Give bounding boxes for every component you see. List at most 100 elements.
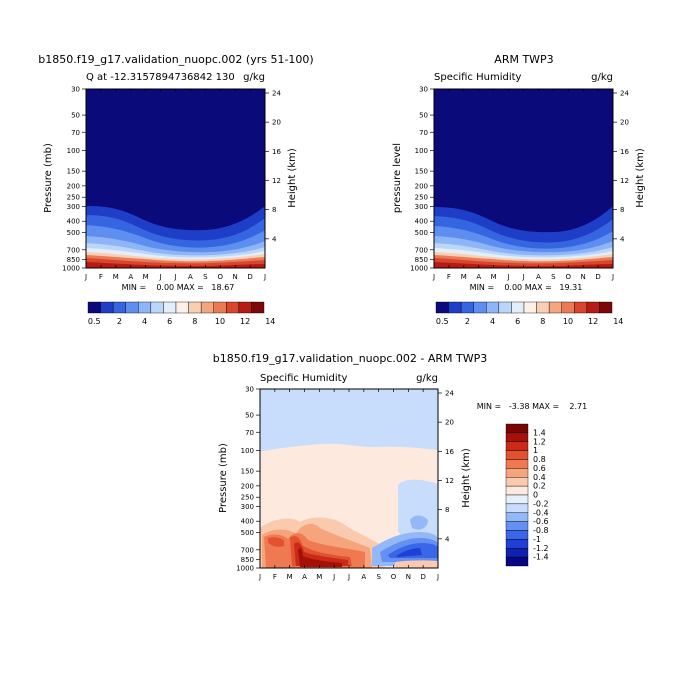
colorbar-swatch: [505, 485, 529, 496]
colorbar-swatch: [213, 301, 227, 314]
colorbar-swatch: [548, 301, 562, 314]
colorbar-swatch: [226, 301, 240, 314]
panel-diff-ylabel-right: Height (km): [461, 448, 472, 508]
colorbar-swatch: [505, 556, 529, 567]
x-tick-label: S: [551, 273, 556, 281]
x-tick-label: S: [376, 573, 381, 581]
colorbar-swatch: [505, 450, 529, 460]
y-tick-label: 50: [71, 112, 80, 120]
y-tick-label: 400: [67, 218, 80, 226]
panel-model-subtitle: Q at -12.3157894736842 130: [86, 72, 235, 83]
colorbar-swatch: [586, 301, 600, 314]
colorbar-label: -1.4: [533, 553, 549, 562]
y-tick-label: 250: [415, 194, 428, 202]
region-high-negative: [398, 479, 438, 546]
x-tick-label: A: [302, 573, 307, 581]
y-tick-label: 1000: [62, 265, 80, 273]
y-tick-label: 70: [419, 129, 428, 137]
colorbar-swatch: [435, 301, 449, 314]
y-tick-label: 850: [67, 256, 80, 264]
panel-obs-subtitle: Specific Humidity: [434, 72, 522, 83]
colorbar-label: 0.6: [533, 464, 546, 473]
colorbar-swatch: [125, 301, 139, 314]
colorbar-label: 0.2: [533, 482, 546, 491]
colorbar-swatch: [238, 301, 252, 314]
y-tick-label: 300: [241, 503, 254, 511]
colorbar-label: 0: [533, 491, 538, 500]
colorbar-label: 12: [240, 317, 250, 326]
panel-model-title: b1850.f19_g17.validation_nuopc.002 (yrs …: [38, 53, 313, 66]
x-tick-label: A: [188, 273, 193, 281]
colorbar-swatch: [505, 423, 529, 434]
colorbar-swatch: [505, 432, 529, 442]
colorbar-swatch: [100, 301, 114, 314]
x-tick-label: N: [406, 573, 411, 581]
colorbar-label: 8: [192, 317, 197, 326]
x-tick-label: N: [233, 273, 238, 281]
y-right-tick-label: 20: [445, 419, 454, 427]
panel-obs-title: ARM TWP3: [494, 53, 553, 66]
colorbar-label: 2: [117, 317, 122, 326]
x-tick-label: F: [99, 273, 103, 281]
x-tick-label: A: [128, 273, 133, 281]
y-right-tick-label: 16: [445, 448, 454, 456]
y-right-tick-label: 20: [620, 119, 629, 127]
panel-diff-minmax: MIN = -3.38 MAX = 2.71: [477, 402, 587, 411]
colorbar-swatch: [523, 301, 537, 314]
x-tick-label: D: [595, 273, 600, 281]
colorbar-swatch: [561, 301, 575, 314]
x-tick-label: J: [347, 573, 350, 581]
colorbar-swatch: [188, 301, 202, 314]
panel-diff-colorbar: 1.41.210.80.60.40.20-0.2-0.4-0.6-0.8-1-1…: [505, 423, 549, 567]
colorbar-swatch: [448, 301, 462, 314]
colorbar-swatch: [87, 301, 101, 314]
x-tick-label: J: [159, 273, 162, 281]
colorbar-label: -0.6: [533, 517, 549, 526]
colorbar-swatch: [505, 494, 529, 505]
panel-model: b1850.f19_g17.validation_nuopc.002 (yrs …: [38, 53, 313, 326]
panel-model-ylabel: Pressure (mb): [43, 143, 54, 213]
x-tick-label: J: [332, 573, 335, 581]
panel-model-units: g/kg: [243, 72, 265, 83]
colorbar-label: 2: [465, 317, 470, 326]
colorbar-label: 4: [142, 317, 147, 326]
colorbar-label: 1: [533, 446, 538, 455]
x-tick-label: O: [565, 273, 571, 281]
colorbar-label: 6: [167, 317, 172, 326]
panel-model-minmax: MIN = 0.00 MAX = 18.67: [122, 283, 235, 292]
x-tick-label: J: [432, 273, 435, 281]
colorbar-swatch: [200, 301, 214, 314]
x-tick-label: F: [273, 573, 277, 581]
panel-diff: b1850.f19_g17.validation_nuopc.002 - ARM…: [213, 352, 587, 581]
panel-obs: ARM TWP3 Specific Humidity g/kg J F M A M J J A…: [392, 53, 646, 326]
y-right-tick-label: 16: [620, 148, 629, 156]
colorbar-label: 10: [215, 317, 225, 326]
colorbar-swatch: [175, 301, 189, 314]
y-right-tick-label: 4: [445, 535, 450, 543]
colorbar-swatch: [251, 301, 265, 314]
colorbar-label: 8: [540, 317, 545, 326]
y-tick-label: 1000: [236, 565, 254, 573]
colorbar-swatch: [486, 301, 500, 314]
y-tick-label: 70: [245, 429, 254, 437]
colorbar-label: 1.2: [533, 437, 546, 446]
x-tick-label: M: [287, 573, 293, 581]
colorbar-swatch: [505, 548, 529, 558]
x-tick-label: M: [461, 273, 467, 281]
colorbar-swatch: [505, 503, 529, 513]
x-tick-label: J: [521, 273, 524, 281]
colorbar-swatch: [574, 301, 588, 314]
colorbar-swatch: [498, 301, 512, 314]
x-tick-label: M: [143, 273, 149, 281]
y-right-tick-label: 20: [272, 119, 281, 127]
y-tick-label: 850: [415, 256, 428, 264]
colorbar-swatch: [112, 301, 126, 314]
y-tick-label: 30: [245, 386, 254, 394]
colorbar-swatch: [599, 301, 613, 314]
x-tick-label: F: [447, 273, 451, 281]
x-tick-label: J: [263, 273, 266, 281]
y-tick-label: 150: [415, 168, 428, 176]
